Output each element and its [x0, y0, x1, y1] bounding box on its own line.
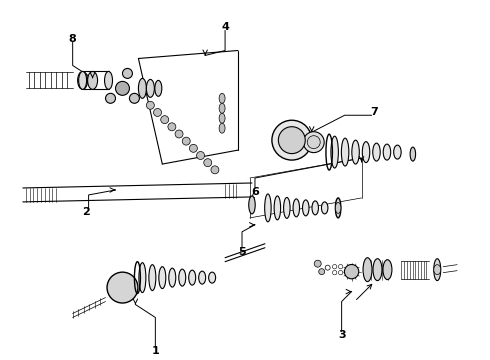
Ellipse shape — [293, 199, 299, 217]
Ellipse shape — [393, 145, 401, 159]
Text: 5: 5 — [238, 247, 246, 257]
Ellipse shape — [335, 198, 341, 218]
Ellipse shape — [122, 68, 132, 78]
Ellipse shape — [284, 197, 290, 219]
Ellipse shape — [219, 113, 225, 123]
Ellipse shape — [219, 103, 225, 113]
Ellipse shape — [383, 260, 392, 280]
Circle shape — [190, 144, 197, 152]
Ellipse shape — [219, 123, 225, 133]
Circle shape — [272, 120, 312, 160]
Ellipse shape — [363, 258, 372, 282]
Ellipse shape — [335, 202, 341, 213]
Ellipse shape — [362, 141, 370, 163]
Circle shape — [344, 265, 359, 279]
Ellipse shape — [312, 201, 318, 215]
Ellipse shape — [159, 267, 166, 289]
Ellipse shape — [105, 93, 116, 103]
Circle shape — [204, 159, 212, 167]
Ellipse shape — [219, 93, 225, 103]
Circle shape — [182, 137, 190, 145]
Ellipse shape — [434, 259, 441, 280]
Circle shape — [303, 132, 324, 153]
Ellipse shape — [155, 80, 162, 96]
Circle shape — [211, 166, 219, 174]
Ellipse shape — [189, 270, 196, 285]
Ellipse shape — [373, 259, 382, 280]
Ellipse shape — [104, 71, 113, 89]
Ellipse shape — [383, 144, 391, 160]
Circle shape — [307, 136, 320, 149]
Ellipse shape — [169, 268, 176, 287]
Text: 2: 2 — [82, 207, 90, 217]
Ellipse shape — [342, 138, 349, 166]
Circle shape — [153, 108, 162, 116]
Ellipse shape — [302, 200, 309, 216]
Ellipse shape — [179, 269, 186, 286]
Circle shape — [107, 272, 138, 303]
Circle shape — [314, 260, 321, 267]
Ellipse shape — [265, 194, 271, 222]
Ellipse shape — [88, 71, 98, 89]
Text: 4: 4 — [221, 22, 229, 32]
Ellipse shape — [149, 265, 156, 291]
Ellipse shape — [331, 136, 339, 168]
Ellipse shape — [139, 263, 146, 293]
Text: 7: 7 — [370, 107, 378, 117]
Text: 1: 1 — [151, 346, 159, 356]
Ellipse shape — [321, 202, 328, 214]
Text: 3: 3 — [338, 330, 345, 341]
Ellipse shape — [249, 196, 255, 214]
Ellipse shape — [78, 71, 87, 89]
Ellipse shape — [77, 71, 88, 89]
Ellipse shape — [352, 140, 359, 164]
Circle shape — [168, 123, 176, 131]
Ellipse shape — [198, 271, 206, 284]
Circle shape — [278, 127, 305, 154]
Ellipse shape — [410, 147, 416, 161]
Ellipse shape — [209, 272, 216, 283]
Circle shape — [318, 269, 325, 275]
Ellipse shape — [129, 93, 140, 103]
Circle shape — [196, 152, 204, 159]
Ellipse shape — [274, 196, 281, 220]
Ellipse shape — [147, 80, 154, 97]
Text: 8: 8 — [69, 33, 76, 44]
Circle shape — [161, 116, 169, 123]
Circle shape — [116, 81, 129, 95]
Ellipse shape — [138, 78, 147, 98]
Ellipse shape — [373, 143, 380, 161]
Circle shape — [175, 130, 183, 138]
Ellipse shape — [434, 265, 441, 275]
Text: 6: 6 — [251, 187, 259, 197]
Circle shape — [147, 101, 154, 109]
